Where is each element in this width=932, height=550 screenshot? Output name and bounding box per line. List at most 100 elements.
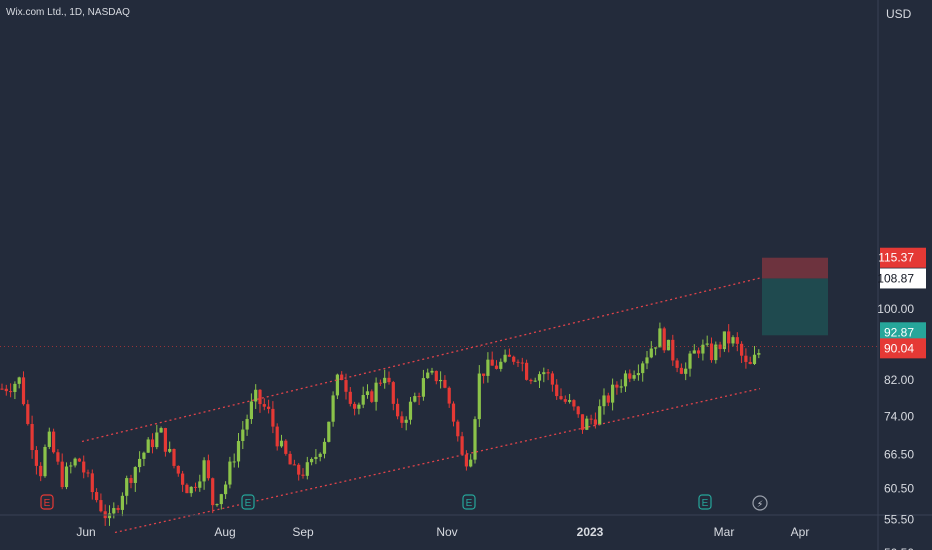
position-stop-zone[interactable]: [762, 257, 828, 279]
candle-body: [757, 353, 761, 355]
candle-body: [426, 372, 430, 379]
candle-body: [568, 400, 572, 402]
candle-body: [460, 436, 464, 455]
candle-body: [619, 386, 623, 388]
candle-body: [396, 403, 400, 417]
candle-body: [645, 357, 649, 364]
price-badge-text: 92.87: [884, 325, 914, 339]
x-tick-label: Nov: [436, 525, 457, 539]
candle-body: [602, 395, 606, 407]
candle-body: [112, 508, 116, 514]
x-tick-label: Aug: [214, 525, 235, 539]
candle-body: [181, 473, 185, 485]
candle-body: [529, 379, 533, 382]
currency-label[interactable]: USD: [886, 7, 912, 21]
candle-body: [138, 458, 142, 468]
candle-body: [701, 344, 705, 354]
candle-body: [383, 377, 387, 384]
y-tick-label: 82.00: [884, 373, 914, 387]
candle-body: [374, 382, 378, 402]
candle-body: [142, 452, 146, 459]
candle-body: [340, 374, 344, 381]
candle-body: [533, 380, 537, 382]
candle-body: [168, 448, 172, 452]
candle-body: [378, 382, 382, 384]
candle-body: [722, 331, 726, 350]
candle-body: [77, 458, 81, 462]
candle-body: [658, 328, 662, 348]
dividend-event-label: ⚡: [757, 500, 763, 510]
y-tick-label: 60.50: [884, 482, 914, 496]
candle-body: [150, 439, 155, 448]
candle-body: [60, 461, 64, 488]
candle-body: [370, 391, 374, 402]
earnings-event-icon[interactable]: [241, 494, 255, 510]
candle-body: [249, 401, 253, 420]
dividend-event-icon[interactable]: [752, 495, 768, 511]
price-badge-text: 90.04: [884, 341, 914, 355]
candle-body: [456, 421, 460, 437]
candle-body: [718, 344, 722, 350]
candle-body: [516, 361, 520, 363]
candle-body: [0, 388, 4, 390]
channel-lower-line[interactable]: [114, 387, 761, 534]
candle-body: [322, 441, 327, 454]
candle-body: [503, 354, 507, 362]
earnings-event-icon[interactable]: [462, 494, 476, 510]
candle-body: [335, 374, 339, 396]
candle-body: [580, 414, 585, 430]
event-markers: E E E E ⚡: [40, 494, 768, 511]
price-markers: 115.37 108.87 92.87 90.04: [877, 247, 926, 359]
candle-body: [245, 419, 249, 430]
candle-body: [305, 462, 309, 476]
candle-body: [43, 446, 47, 477]
candle-body: [254, 389, 258, 402]
candle-body: [563, 399, 567, 402]
candle-body: [697, 350, 701, 354]
price-badge-target: [880, 322, 926, 343]
earnings-event-icon[interactable]: [698, 494, 712, 510]
overlays-layer: [0, 257, 878, 534]
candle-body: [297, 464, 301, 475]
candle-body: [499, 361, 503, 369]
candle-body: [421, 378, 425, 397]
candle-body: [224, 484, 228, 495]
candle-body: [752, 354, 757, 364]
channel-upper-line[interactable]: [81, 277, 761, 443]
candle-body: [116, 508, 120, 510]
candle-body: [709, 343, 714, 361]
candle-body: [211, 478, 215, 506]
candle-body: [34, 450, 38, 466]
candle-body: [430, 370, 434, 373]
y-tick-label: 66.50: [884, 448, 914, 462]
candle-body: [241, 429, 245, 442]
candle-body: [365, 391, 370, 396]
candle-body: [133, 467, 137, 483]
candle-body: [236, 441, 241, 462]
candle-body: [155, 432, 159, 448]
candle-body: [361, 395, 365, 405]
candle-body: [267, 406, 271, 409]
earnings-event-icon[interactable]: [40, 494, 54, 510]
candle-body: [546, 372, 550, 374]
price-badge-last: [880, 338, 926, 359]
price-badge-text: 108.87: [877, 271, 914, 285]
candle-body: [632, 375, 636, 379]
candle-body: [193, 486, 198, 488]
candle-body: [572, 400, 576, 407]
candle-body: [314, 456, 318, 459]
candle-body: [331, 395, 335, 422]
candle-body: [13, 383, 17, 392]
candle-body: [69, 465, 73, 467]
candle-body: [593, 419, 597, 425]
candle-body: [400, 416, 404, 423]
candle-body: [740, 343, 744, 356]
candles-layer: [0, 322, 761, 526]
candle-body: [90, 473, 94, 493]
candle-body: [684, 368, 688, 374]
candle-body: [417, 396, 421, 398]
candle-body: [189, 486, 193, 494]
position-target-zone[interactable]: [762, 278, 828, 336]
candle-body: [348, 391, 352, 404]
